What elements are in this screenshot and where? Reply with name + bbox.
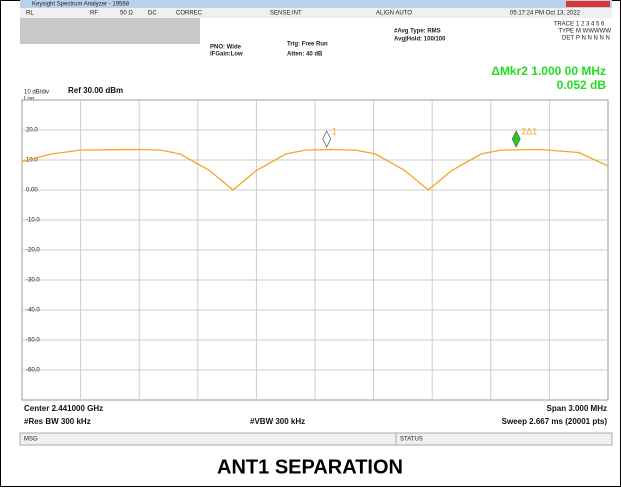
- marker-frequency: ΔMkr2 1.000 00 MHz: [491, 64, 606, 78]
- y-tick-label: 0.00: [26, 188, 38, 194]
- status-item: RF: [90, 11, 98, 17]
- y-tick-label: -20.0: [26, 248, 40, 254]
- window-title: Keysight Spectrum Analyzer - 19568: [32, 2, 130, 8]
- trace-label: DET: [562, 36, 574, 42]
- status-item: 50 Ω: [120, 11, 133, 17]
- trace-value: P N N N N N: [576, 36, 610, 42]
- y-tick-label: 10.0: [26, 158, 38, 164]
- ref-level: Ref 30.00 dBm: [68, 86, 123, 95]
- y-tick-label: -40.0: [26, 308, 40, 314]
- trace: [21, 148, 609, 191]
- grey-panel: [20, 18, 200, 44]
- atten: Atten: 40 dB: [287, 52, 323, 58]
- status-bar: [19, 432, 613, 446]
- marker-label: 2Δ1: [521, 126, 537, 136]
- trig: Trig: Free Run: [287, 42, 328, 48]
- vbw: #VBW 300 kHz: [250, 417, 305, 426]
- msg: MSG: [24, 437, 38, 443]
- status-item: RL: [26, 11, 34, 17]
- status-item: DC: [148, 11, 157, 17]
- window-controls[interactable]: [566, 1, 610, 7]
- y-tick-label: -50.0: [26, 338, 40, 344]
- marker-label: 1: [332, 126, 337, 136]
- status-item: ALIGN AUTO: [376, 11, 412, 17]
- caption: ANT1 SEPARATION: [217, 456, 403, 478]
- res-bw: #Res BW 300 kHz: [24, 417, 91, 426]
- y-tick-label: -10.0: [26, 218, 40, 224]
- status-item: CORREC: [176, 11, 203, 17]
- trace-label: TYPE: [558, 29, 574, 35]
- status-label: STATUS: [400, 437, 423, 443]
- y-tick-label: -30.0: [26, 278, 40, 284]
- status-row: [20, 8, 612, 18]
- ifgain: IFGain:Low: [210, 52, 243, 58]
- scale: 10 dB/div: [24, 90, 49, 96]
- sweep: Sweep 2.667 ms (20001 pts): [502, 417, 608, 426]
- marker-amplitude: 0.052 dB: [557, 78, 607, 92]
- y-tick-label: -60.0: [26, 368, 40, 374]
- pno: PNO: Wide: [210, 45, 242, 51]
- marker: [511, 130, 521, 148]
- trace-value: M WWWWW: [576, 29, 611, 35]
- status-item: SENSE:INT: [270, 11, 302, 17]
- y-tick-label: 20.0: [26, 128, 38, 134]
- trace-value: 1 2 3 4 5 6: [576, 22, 605, 28]
- avg-type: #Avg Type: RMS: [394, 29, 441, 35]
- status-item: 05:17:24 PM Oct 13, 2022: [510, 11, 581, 17]
- avg-hold: Avg|Hold: 100/100: [394, 37, 446, 43]
- trace-label: TRACE: [554, 22, 574, 28]
- center: Center 2.441000 GHz: [24, 404, 103, 413]
- marker: [322, 130, 332, 148]
- title-bar: [20, 0, 612, 8]
- span: Span 3.000 MHz: [547, 404, 607, 413]
